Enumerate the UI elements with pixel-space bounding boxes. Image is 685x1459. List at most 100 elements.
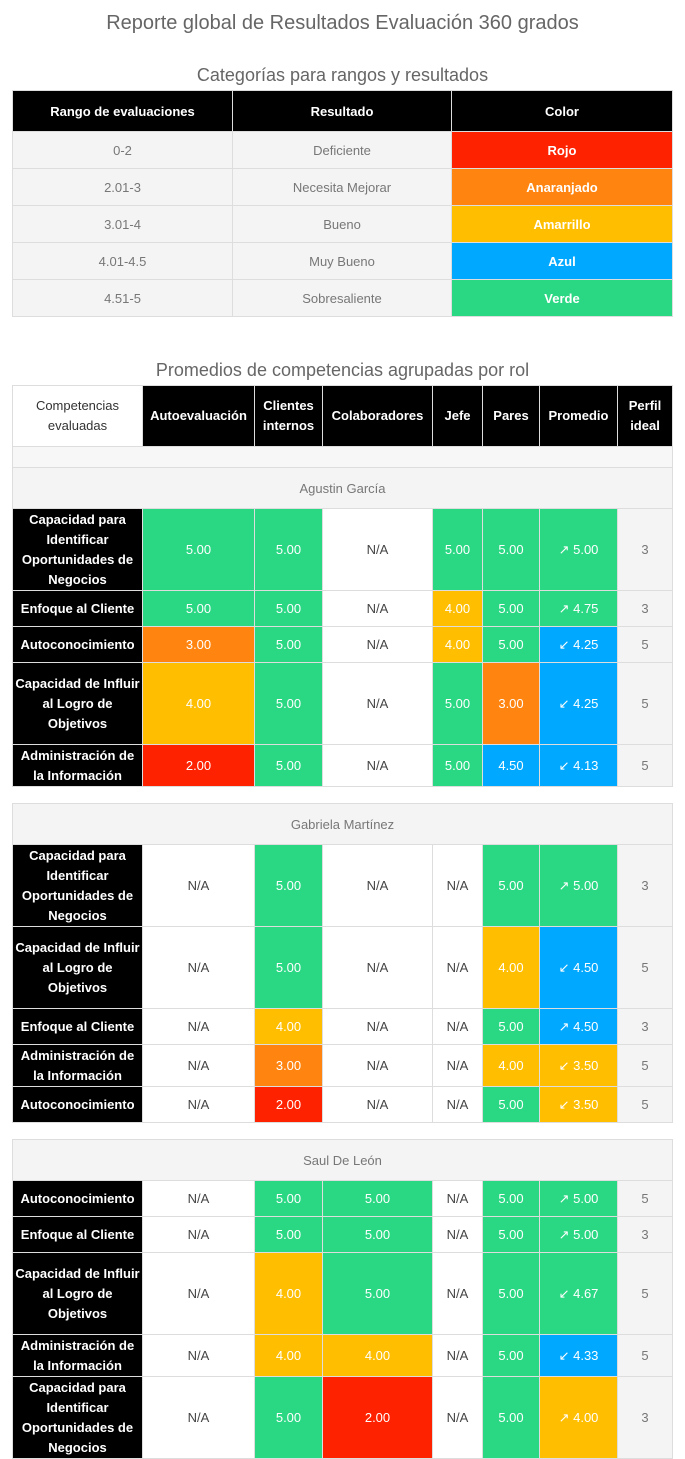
score-cell: 4.00 xyxy=(432,590,483,627)
score-cell: 2.00 xyxy=(254,1086,323,1123)
score-cell: N/A xyxy=(432,1376,483,1459)
score-cell: N/A xyxy=(432,1008,483,1045)
average-cell: ↗ 4.50 xyxy=(539,1008,618,1045)
score-cell: 5.00 xyxy=(142,508,255,591)
score-cell: 5.00 xyxy=(482,1180,540,1217)
score-cell: N/A xyxy=(432,1252,483,1335)
category-row: 2.01-3 Necesita Mejorar Anaranjado xyxy=(12,168,673,206)
header-self: Autoevaluación xyxy=(142,385,255,447)
competency-name: Enfoque al Cliente xyxy=(12,1008,143,1045)
score-cell: N/A xyxy=(432,844,483,927)
score-cell: N/A xyxy=(432,926,483,1009)
category-color: Verde xyxy=(451,279,673,317)
score-cell: N/A xyxy=(322,1086,433,1123)
average-cell: ↙ 3.50 xyxy=(539,1044,618,1087)
competency-name: Enfoque al Cliente xyxy=(12,590,143,627)
score-cell: N/A xyxy=(142,1252,255,1335)
category-row: 4.51-5 Sobresaliente Verde xyxy=(12,279,673,317)
score-cell: N/A xyxy=(322,926,433,1009)
category-color: Rojo xyxy=(451,131,673,169)
score-cell: 5.00 xyxy=(254,926,323,1009)
average-cell: ↙ 4.25 xyxy=(539,626,618,663)
score-cell: 4.00 xyxy=(254,1252,323,1335)
competency-name: Administración de la Información xyxy=(12,1044,143,1087)
score-cell: 2.00 xyxy=(322,1376,433,1459)
score-cell: N/A xyxy=(142,1086,255,1123)
score-cell: 5.00 xyxy=(482,1008,540,1045)
ideal-profile-cell: 3 xyxy=(617,1008,673,1045)
score-cell: 5.00 xyxy=(322,1216,433,1253)
score-cell: 5.00 xyxy=(254,1180,323,1217)
score-cell: N/A xyxy=(142,1216,255,1253)
score-cell: 4.00 xyxy=(142,662,255,745)
average-cell: ↙ 4.33 xyxy=(539,1334,618,1377)
score-cell: 5.00 xyxy=(142,590,255,627)
ideal-profile-cell: 3 xyxy=(617,1376,673,1459)
competency-name: Capacidad de Influir al Logro de Objetiv… xyxy=(12,662,143,745)
score-cell: N/A xyxy=(322,1044,433,1087)
score-cell: N/A xyxy=(142,1180,255,1217)
score-cell: 4.00 xyxy=(254,1334,323,1377)
score-cell: 5.00 xyxy=(482,1216,540,1253)
competency-name: Administración de la Información xyxy=(12,744,143,787)
score-cell: 5.00 xyxy=(482,626,540,663)
score-cell: 5.00 xyxy=(254,744,323,787)
average-cell: ↗ 4.00 xyxy=(539,1376,618,1459)
category-range: 0-2 xyxy=(12,131,233,169)
score-cell: 5.00 xyxy=(432,744,483,787)
score-cell: N/A xyxy=(142,1334,255,1377)
category-row: 0-2 Deficiente Rojo xyxy=(12,131,673,169)
score-cell: N/A xyxy=(142,1044,255,1087)
score-cell: 5.00 xyxy=(254,1216,323,1253)
score-cell: N/A xyxy=(142,1008,255,1045)
category-range: 4.51-5 xyxy=(12,279,233,317)
score-cell: 5.00 xyxy=(482,590,540,627)
ideal-profile-cell: 5 xyxy=(617,1252,673,1335)
score-cell: N/A xyxy=(432,1216,483,1253)
competency-name: Enfoque al Cliente xyxy=(12,1216,143,1253)
competency-row: Capacidad de Influir al Logro de Objetiv… xyxy=(12,662,673,745)
ideal-profile-cell: 3 xyxy=(617,1216,673,1253)
competency-row: Capacidad para Identificar Oportunidades… xyxy=(12,508,673,591)
person-name: Agustin García xyxy=(12,467,673,509)
average-cell: ↗ 5.00 xyxy=(539,844,618,927)
average-cell: ↗ 5.00 xyxy=(539,1180,618,1217)
competency-row: Enfoque al Cliente N/A 5.00 5.00 N/A 5.00 ↗ 5.… xyxy=(12,1216,673,1253)
score-cell: 5.00 xyxy=(482,508,540,591)
category-row: 4.01-4.5 Muy Bueno Azul xyxy=(12,242,673,280)
ideal-profile-cell: 5 xyxy=(617,626,673,663)
competency-row: Autoconocimiento 3.00 5.00 N/A 4.00 5.00 ↙ 4.2… xyxy=(12,626,673,663)
score-cell: N/A xyxy=(432,1334,483,1377)
ideal-profile-cell: 5 xyxy=(617,926,673,1009)
averages-title: Promedios de competencias agrupadas por … xyxy=(155,360,530,380)
header-competencies: Competencias evaluadas xyxy=(12,385,143,447)
competency-name: Capacidad para Identificar Oportunidades… xyxy=(12,1376,143,1459)
score-cell: 5.00 xyxy=(254,508,323,591)
competency-row: Administración de la Información N/A 4.00 4… xyxy=(12,1334,673,1377)
header-result: Resultado xyxy=(232,90,452,132)
competency-row: Capacidad para Identificar Oportunidades… xyxy=(12,1376,673,1459)
header-boss: Jefe xyxy=(432,385,483,447)
score-cell: 5.00 xyxy=(322,1180,433,1217)
header-average: Promedio xyxy=(539,385,618,447)
score-cell: 5.00 xyxy=(482,844,540,927)
average-cell: ↙ 4.67 xyxy=(539,1252,618,1335)
score-cell: 4.00 xyxy=(482,1044,540,1087)
score-cell: 5.00 xyxy=(482,1252,540,1335)
categories-table: Rango de evaluaciones Resultado Color 0-… xyxy=(12,90,673,317)
competency-row: Enfoque al Cliente 5.00 5.00 N/A 4.00 5.00 ↗ 4… xyxy=(12,590,673,627)
competency-row: Capacidad de Influir al Logro de Objetiv… xyxy=(12,926,673,1009)
competencies-table: Competencias evaluadas Autoevaluación Cl… xyxy=(12,385,673,1459)
header-range: Rango de evaluaciones xyxy=(12,90,233,132)
score-cell: N/A xyxy=(322,508,433,591)
score-cell: N/A xyxy=(142,844,255,927)
competency-name: Autoconocimiento xyxy=(12,1086,143,1123)
header-color: Color xyxy=(451,90,673,132)
competency-row: Capacidad para Identificar Oportunidades… xyxy=(12,844,673,927)
score-cell: 5.00 xyxy=(254,662,323,745)
person-name: Saul De León xyxy=(12,1139,673,1181)
competency-row: Enfoque al Cliente N/A 4.00 N/A N/A 5.00 ↗ 4.5… xyxy=(12,1008,673,1045)
category-result: Sobresaliente xyxy=(232,279,452,317)
ideal-profile-cell: 5 xyxy=(617,744,673,787)
average-cell: ↙ 3.50 xyxy=(539,1086,618,1123)
